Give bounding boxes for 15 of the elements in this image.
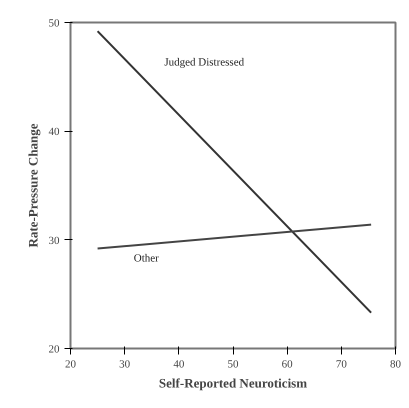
y-tick-label: 20 bbox=[48, 344, 60, 356]
x-tick-label: 20 bbox=[65, 358, 76, 370]
x-tick-label: 60 bbox=[282, 358, 294, 370]
y-axis-title: Rate-Pressure Change bbox=[26, 123, 40, 248]
y-tick-label: 50 bbox=[48, 18, 60, 30]
y-tick-label: 30 bbox=[48, 234, 60, 247]
series-label: Judged Distressed bbox=[164, 56, 245, 69]
series-label: Other bbox=[134, 252, 160, 264]
x-tick-label: 50 bbox=[228, 358, 239, 370]
x-tick-label: 40 bbox=[173, 358, 185, 370]
x-axis-title: Self-Reported Neuroticism bbox=[158, 376, 308, 390]
x-tick-label: 80 bbox=[390, 358, 402, 370]
x-tick-label: 70 bbox=[336, 358, 348, 370]
x-tick-label: 30 bbox=[119, 358, 131, 370]
y-tick-label: 40 bbox=[48, 126, 60, 138]
